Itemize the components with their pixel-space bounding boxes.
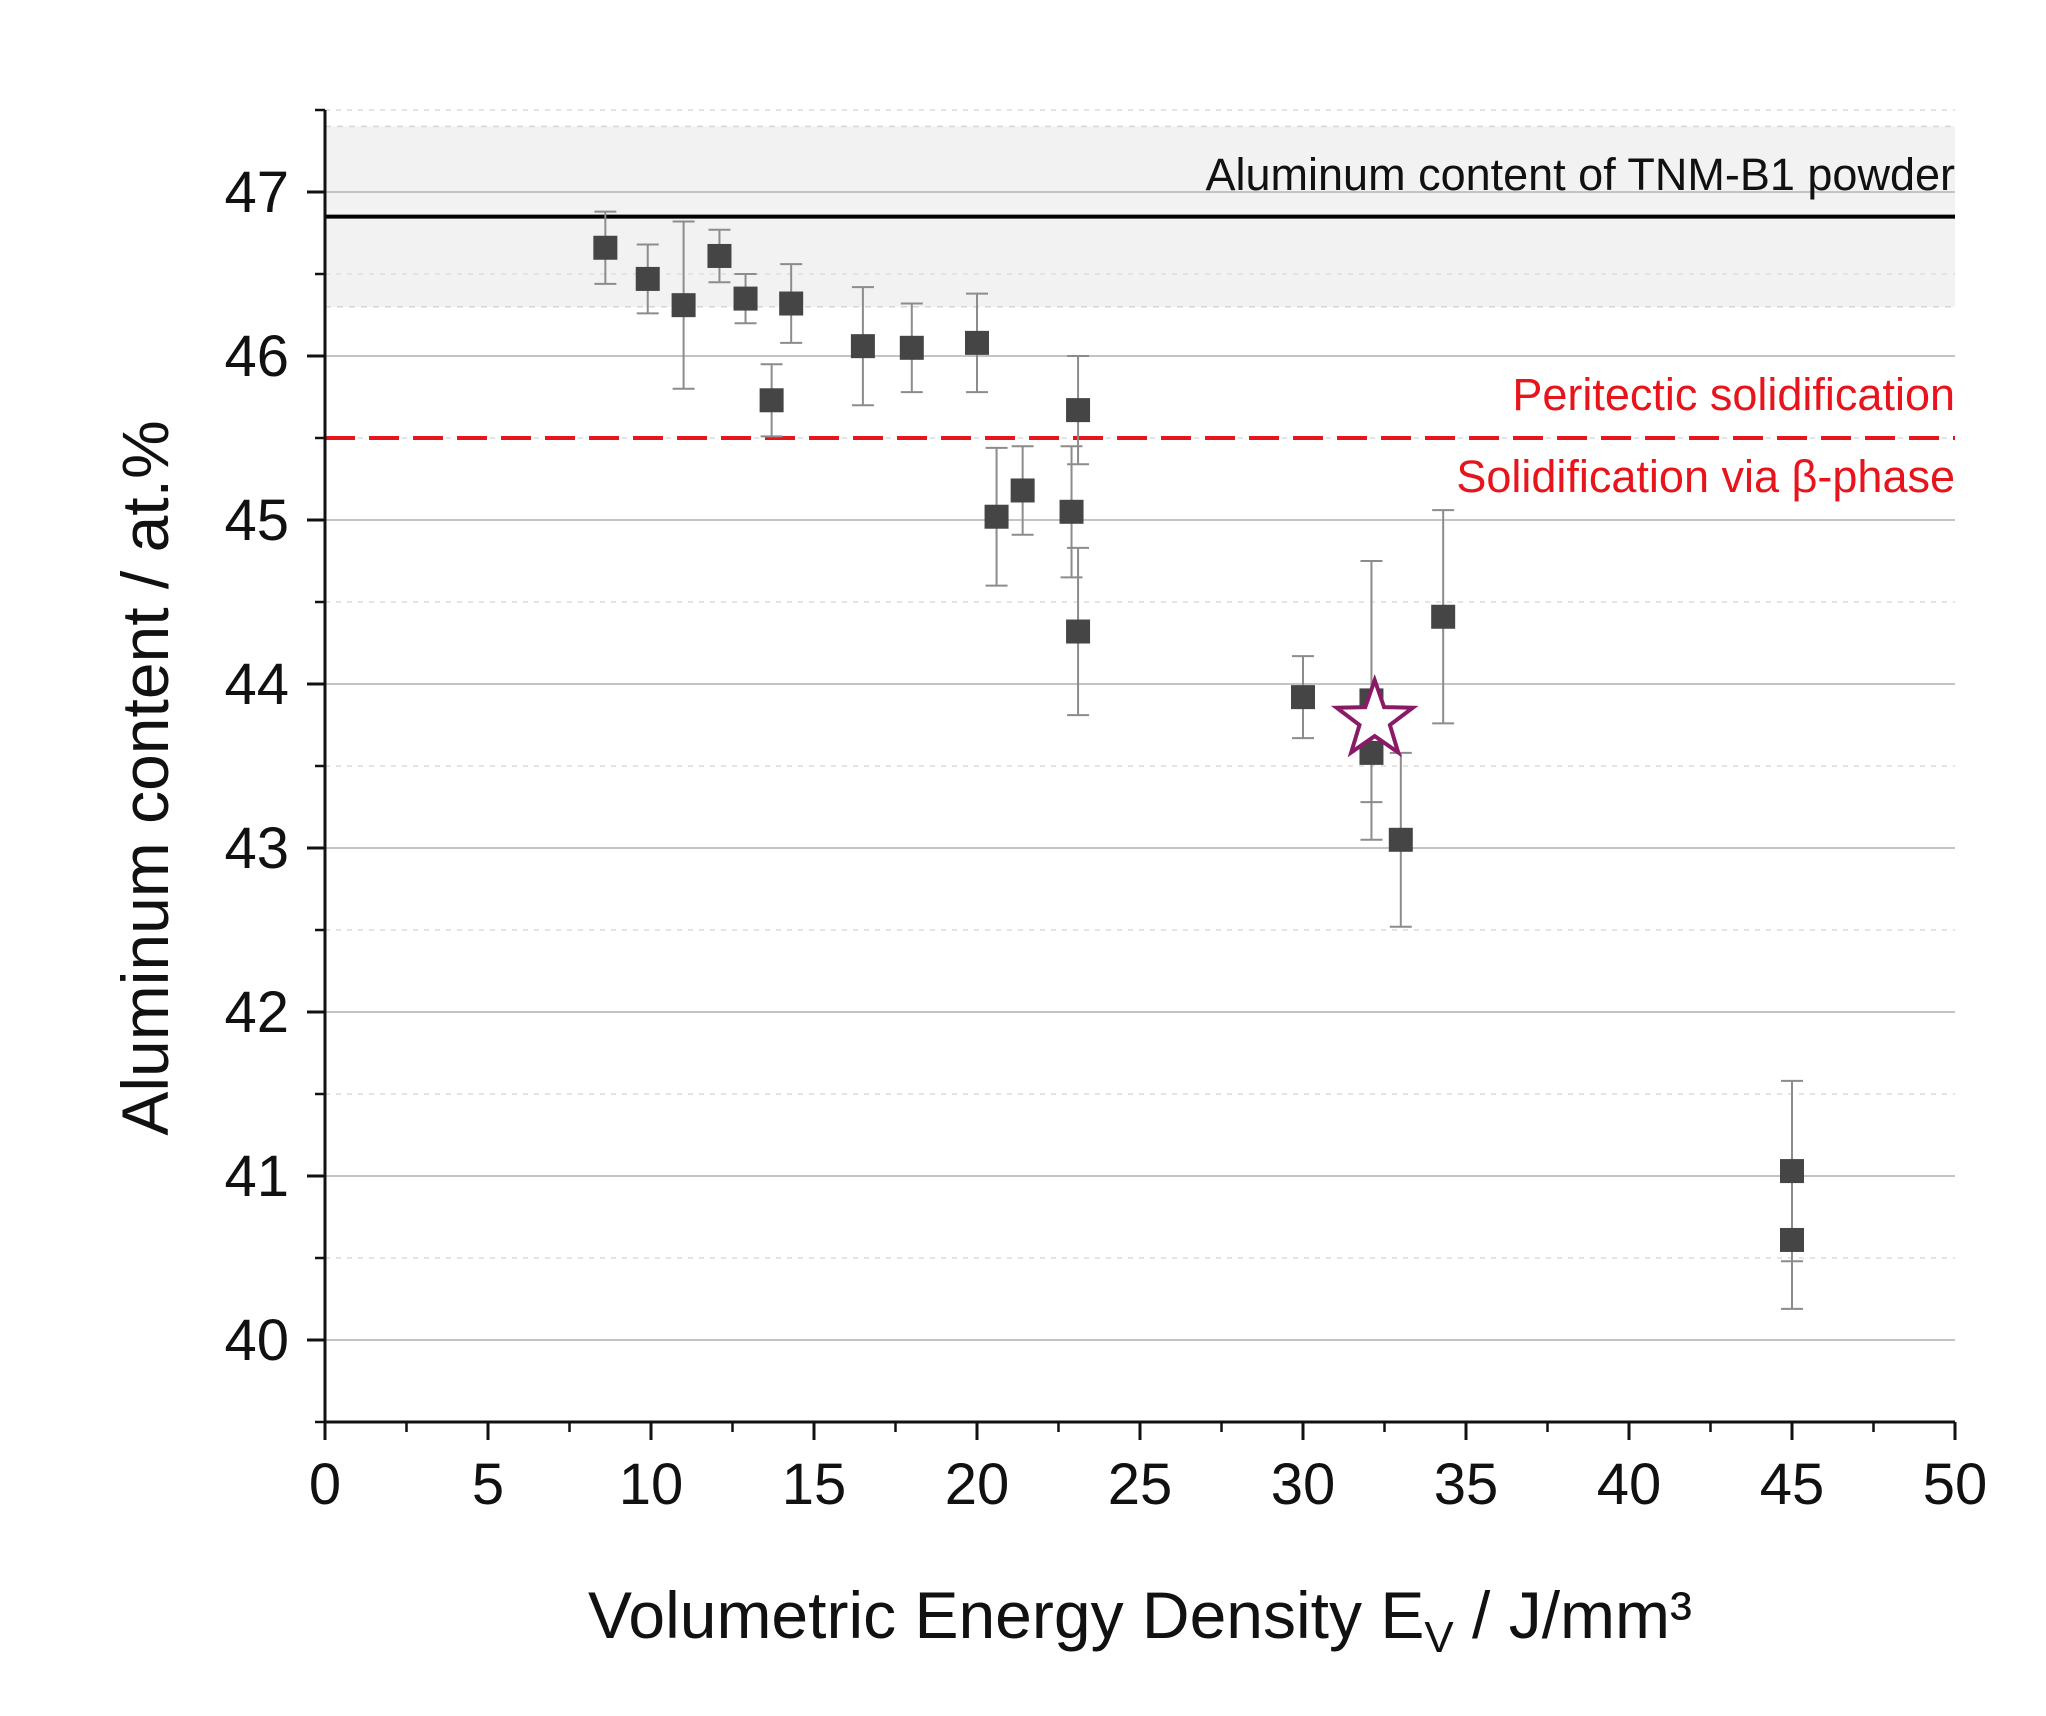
data-point-5 (759, 388, 784, 413)
x-tick-label-5: 5 (472, 1452, 504, 1517)
highlight-star-0 (1330, 674, 1419, 758)
data-point-8 (899, 335, 924, 360)
x-tick-label-40: 40 (1597, 1452, 1662, 1517)
data-point-10 (984, 504, 1009, 529)
x-tick-label-15: 15 (782, 1452, 847, 1517)
data-point-13 (1066, 398, 1091, 423)
x-axis-title-unit: / J/mm³ (1454, 1578, 1692, 1652)
data-point-9 (965, 330, 989, 355)
data-point-1 (635, 266, 660, 291)
y-tick-label-46: 46 (224, 324, 289, 389)
data-point-18 (1388, 827, 1413, 852)
data-point-21 (1780, 1227, 1804, 1252)
tick-labels: 0 5 10 15 20 25 30 35 40 45 50 40 41 42 43 44 45 46 47 (224, 160, 1987, 1517)
x-tick-label-50: 50 (1923, 1452, 1988, 1517)
data-point-3 (707, 243, 732, 268)
x-tick-label-0: 0 (309, 1452, 341, 1517)
y-axis-title: Aluminum content / at.% (108, 420, 182, 1135)
data-point-2 (671, 293, 696, 318)
y-tick-label-47: 47 (224, 160, 289, 225)
beta-phase-label: Solidification via β-phase (1456, 451, 1955, 502)
data-point-6 (779, 291, 804, 316)
y-tick-label-40: 40 (224, 1308, 289, 1373)
data-point-0 (593, 235, 618, 260)
data-point-14 (1066, 619, 1091, 644)
data-point-11 (1010, 478, 1035, 503)
x-tick-label-20: 20 (945, 1452, 1010, 1517)
x-tick-label-25: 25 (1108, 1452, 1173, 1517)
x-axis-title-main: Volumetric Energy Density E (588, 1578, 1424, 1652)
data-point-19 (1431, 604, 1456, 629)
x-tick-label-35: 35 (1434, 1452, 1499, 1517)
x-axis-title: Volumetric Energy Density EV / J/mm³ (588, 1578, 1692, 1662)
x-tick-label-45: 45 (1760, 1452, 1825, 1517)
data-point-12 (1059, 499, 1084, 524)
y-tick-label-44: 44 (224, 652, 289, 717)
y-tick-label-43: 43 (224, 816, 289, 881)
axes (307, 108, 1957, 1440)
x-tick-label-30: 30 (1271, 1452, 1336, 1517)
data-point-4 (733, 286, 758, 311)
data-markers (593, 235, 1804, 1252)
data-point-15 (1291, 685, 1315, 710)
x-tick-label-10: 10 (619, 1452, 684, 1517)
powder-line-label: Aluminum content of TNM-B1 powder (1206, 149, 1956, 200)
data-point-7 (850, 334, 875, 359)
x-axis-title-subscript: V (1424, 1613, 1454, 1662)
data-point-20 (1780, 1159, 1804, 1184)
reference-lines (325, 214, 1955, 440)
peritectic-label: Peritectic solidification (1512, 369, 1955, 420)
y-tick-label-45: 45 (224, 488, 289, 553)
y-tick-label-41: 41 (224, 1144, 289, 1209)
y-tick-label-42: 42 (224, 980, 289, 1045)
